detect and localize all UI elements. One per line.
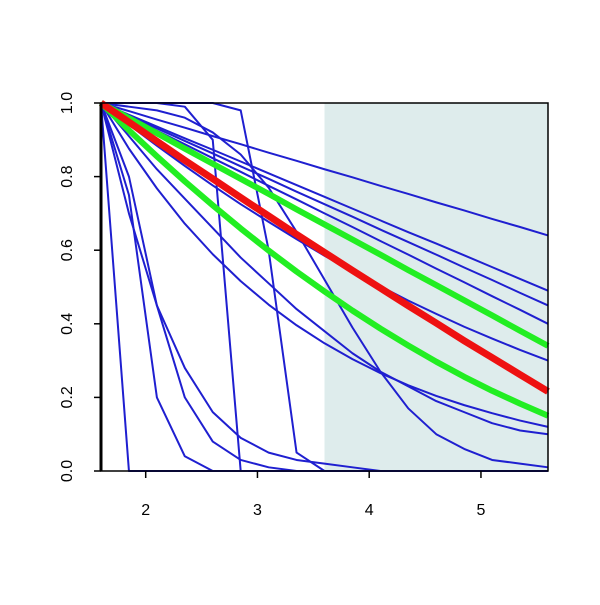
curve [100, 102, 549, 469]
y-tick-label: 0.8 [59, 165, 76, 187]
curve [100, 102, 549, 428]
curve [99, 100, 550, 395]
y-tick-label: 0.2 [59, 386, 76, 408]
y-tick-label: 0.0 [59, 460, 76, 482]
curve [100, 102, 549, 325]
x-tick-label: 2 [141, 502, 150, 519]
curve [100, 102, 549, 307]
curve [99, 100, 550, 349]
y-tick-label: 0.6 [59, 239, 76, 261]
y-tick-label: 1.0 [59, 92, 76, 114]
curve [98, 100, 550, 419]
x-tick-label: 5 [476, 502, 485, 519]
curve [100, 102, 549, 237]
x-tick-label: 3 [253, 502, 262, 519]
curve [100, 102, 549, 436]
y-tick-label: 0.4 [59, 313, 76, 335]
x-tick-label: 4 [365, 502, 374, 519]
curve [100, 102, 549, 292]
